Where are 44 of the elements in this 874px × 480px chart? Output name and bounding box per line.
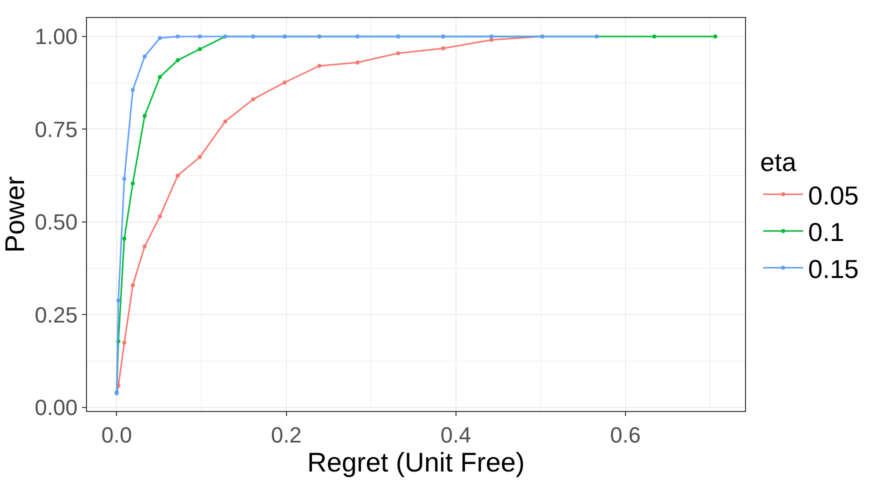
y-tick-label: 0.75 — [34, 116, 78, 142]
x-tick-label: 0.2 — [270, 422, 302, 448]
point — [223, 119, 228, 124]
point — [176, 34, 180, 39]
point — [489, 38, 494, 42]
point — [142, 244, 147, 248]
point — [652, 34, 656, 39]
point — [198, 47, 202, 52]
point — [122, 340, 126, 345]
point — [176, 58, 180, 62]
point — [130, 88, 135, 92]
point — [198, 34, 202, 39]
legend-label: 0.05 — [808, 180, 859, 210]
point — [176, 174, 180, 178]
legend-label: 0.15 — [808, 254, 859, 284]
point — [142, 54, 147, 59]
point — [713, 34, 718, 39]
x-tick-label: 0.6 — [610, 422, 641, 448]
point — [130, 181, 135, 186]
point — [122, 176, 126, 181]
x-axis-title: Regret (Unit Free) — [307, 447, 525, 478]
point — [130, 283, 135, 288]
x-tick-label: 0.0 — [101, 422, 132, 448]
y-tick-label: 0.50 — [34, 210, 78, 235]
point — [158, 214, 162, 218]
point — [251, 97, 256, 102]
legend-title: eta — [760, 146, 797, 177]
y-tick-label: 0.25 — [34, 302, 78, 328]
point — [158, 74, 162, 79]
legend-label: 0.1 — [808, 217, 844, 248]
point — [355, 60, 360, 64]
point — [317, 64, 322, 68]
point — [441, 46, 446, 50]
y-tick-label: 0.00 — [34, 394, 78, 420]
point — [282, 80, 287, 85]
y-axis-title: Power — [0, 176, 30, 253]
point — [158, 36, 162, 40]
point — [396, 51, 400, 56]
x-tick-label: 0.4 — [440, 422, 472, 448]
point — [116, 298, 120, 303]
point — [198, 155, 202, 160]
point — [122, 236, 126, 241]
point — [142, 114, 147, 118]
y-tick-label: 1.00 — [34, 24, 78, 50]
